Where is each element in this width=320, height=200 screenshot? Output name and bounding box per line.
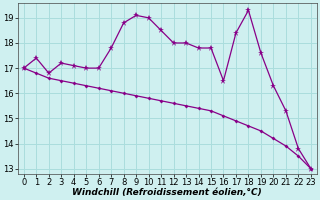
X-axis label: Windchill (Refroidissement éolien,°C): Windchill (Refroidissement éolien,°C) xyxy=(72,188,262,197)
